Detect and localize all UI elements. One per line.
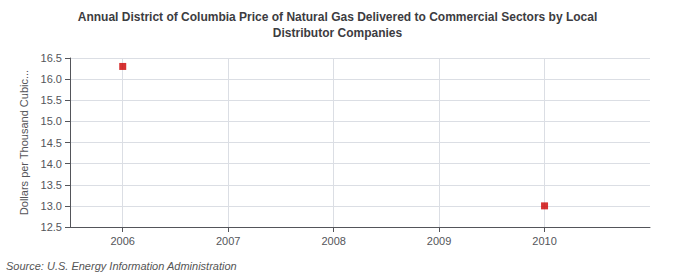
- svg-text:2010: 2010: [532, 235, 556, 247]
- svg-text:2006: 2006: [110, 235, 134, 247]
- svg-text:Distributor Companies: Distributor Companies: [273, 26, 403, 40]
- svg-text:Dollars per Thousand Cubic...: Dollars per Thousand Cubic...: [18, 70, 30, 215]
- svg-text:2009: 2009: [427, 235, 451, 247]
- svg-text:13.5: 13.5: [41, 179, 62, 191]
- svg-text:Annual District of Columbia Pr: Annual District of Columbia Price of Nat…: [78, 10, 597, 24]
- svg-text:Source: U.S. Energy Informatio: Source: U.S. Energy Information Administ…: [6, 260, 237, 272]
- svg-text:15.0: 15.0: [41, 115, 62, 127]
- svg-text:2007: 2007: [216, 235, 240, 247]
- svg-text:15.5: 15.5: [41, 94, 62, 106]
- svg-text:16.5: 16.5: [41, 52, 62, 64]
- svg-text:2008: 2008: [321, 235, 345, 247]
- svg-text:13.0: 13.0: [41, 200, 62, 212]
- svg-text:14.5: 14.5: [41, 137, 62, 149]
- svg-text:16.0: 16.0: [41, 73, 62, 85]
- svg-text:12.5: 12.5: [41, 221, 62, 233]
- svg-text:14.0: 14.0: [41, 158, 62, 170]
